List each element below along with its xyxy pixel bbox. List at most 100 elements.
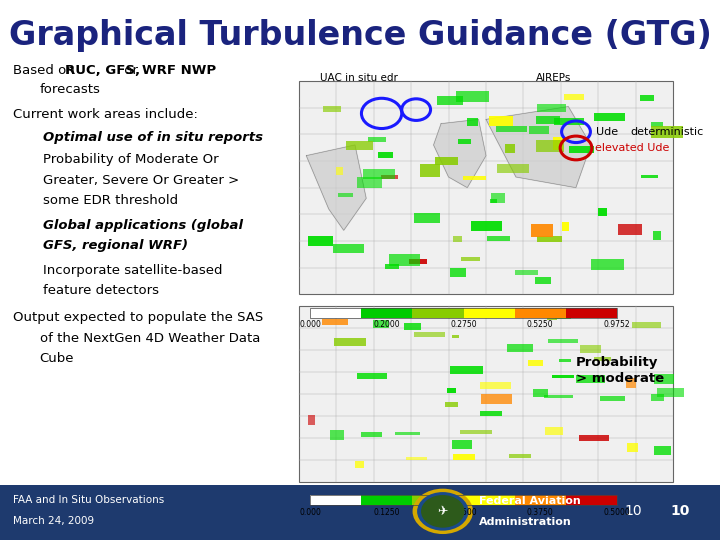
Bar: [528, 360, 543, 366]
Text: 0.5250: 0.5250: [527, 320, 554, 329]
Bar: [355, 461, 364, 468]
Text: GFS, regional WRF): GFS, regional WRF): [43, 239, 188, 252]
Bar: [652, 231, 661, 240]
Bar: [356, 177, 382, 188]
Bar: [618, 224, 642, 235]
Bar: [627, 443, 638, 453]
Bar: [336, 167, 343, 175]
Text: 0.000: 0.000: [299, 320, 321, 329]
Bar: [299, 306, 673, 482]
Bar: [569, 146, 594, 153]
Bar: [377, 152, 393, 158]
Circle shape: [417, 492, 469, 531]
Text: elevated Ude: elevated Ude: [595, 143, 670, 153]
Bar: [505, 144, 515, 153]
Bar: [459, 139, 471, 144]
Text: Ude: Ude: [596, 127, 618, 137]
Bar: [594, 357, 611, 361]
Bar: [420, 164, 440, 177]
Text: Federal Aviation: Federal Aviation: [479, 496, 580, 507]
Bar: [566, 495, 617, 505]
Text: AIREPs: AIREPs: [536, 73, 572, 83]
Text: 0.9752: 0.9752: [604, 320, 630, 329]
Bar: [384, 265, 399, 269]
Bar: [631, 322, 661, 328]
Bar: [546, 315, 557, 320]
Bar: [600, 396, 625, 401]
Bar: [497, 165, 529, 173]
Text: Optimal use of in situ reports: Optimal use of in situ reports: [43, 131, 264, 144]
Bar: [447, 388, 456, 393]
Bar: [390, 254, 420, 266]
Bar: [536, 116, 560, 124]
Text: 0.1250: 0.1250: [374, 508, 400, 517]
Bar: [562, 221, 569, 231]
Bar: [461, 257, 480, 261]
Text: ✈: ✈: [438, 505, 448, 518]
Bar: [545, 427, 563, 435]
Bar: [310, 495, 361, 505]
Text: 0.2000: 0.2000: [374, 320, 400, 329]
Bar: [346, 141, 372, 150]
Bar: [626, 377, 636, 388]
Text: > moderate: > moderate: [576, 372, 664, 384]
Bar: [456, 91, 489, 102]
Bar: [515, 308, 566, 318]
Text: 10: 10: [625, 504, 642, 518]
Bar: [579, 435, 609, 441]
Bar: [323, 319, 348, 326]
Text: Graphical Turbulence Guidance (GTG): Graphical Turbulence Guidance (GTG): [9, 18, 711, 52]
Bar: [333, 244, 364, 253]
Bar: [373, 320, 389, 328]
Bar: [361, 495, 413, 505]
Bar: [464, 495, 515, 505]
Text: 0.2500: 0.2500: [450, 508, 477, 517]
Text: forecasts: forecasts: [40, 83, 101, 96]
Bar: [490, 199, 497, 204]
Text: Probability: Probability: [576, 356, 658, 369]
Bar: [413, 495, 464, 505]
Text: deterministic: deterministic: [630, 127, 703, 137]
Bar: [310, 495, 617, 505]
Bar: [531, 224, 554, 237]
Text: WRF NWP: WRF NWP: [142, 64, 216, 77]
Bar: [552, 375, 575, 378]
Bar: [361, 308, 413, 318]
Bar: [594, 113, 625, 121]
Text: 0.5000: 0.5000: [603, 508, 631, 517]
Text: UAC in situ edr: UAC in situ edr: [320, 73, 398, 83]
Bar: [357, 373, 387, 379]
Bar: [409, 259, 427, 264]
Bar: [536, 278, 551, 284]
Bar: [559, 359, 571, 362]
Text: Greater, Severe Or Greater >: Greater, Severe Or Greater >: [43, 174, 240, 187]
Text: Administration: Administration: [479, 517, 572, 527]
Bar: [330, 430, 344, 440]
Bar: [580, 345, 601, 353]
Bar: [460, 430, 492, 434]
Bar: [576, 375, 606, 383]
Bar: [480, 411, 503, 416]
Bar: [480, 382, 510, 389]
Bar: [451, 440, 472, 449]
Bar: [368, 137, 386, 142]
Bar: [464, 308, 515, 318]
Text: or: or: [120, 64, 143, 77]
Bar: [654, 374, 674, 384]
Bar: [450, 366, 483, 374]
Bar: [307, 235, 333, 246]
Circle shape: [413, 489, 473, 534]
Bar: [536, 140, 564, 152]
Bar: [406, 457, 427, 461]
Bar: [467, 118, 478, 126]
Bar: [310, 308, 617, 318]
Bar: [536, 104, 566, 112]
Polygon shape: [306, 145, 366, 230]
Bar: [414, 332, 445, 337]
Bar: [533, 389, 548, 397]
Bar: [414, 213, 441, 222]
Bar: [452, 335, 459, 339]
Bar: [544, 395, 573, 397]
Text: Cube: Cube: [40, 352, 74, 365]
Bar: [657, 388, 684, 397]
